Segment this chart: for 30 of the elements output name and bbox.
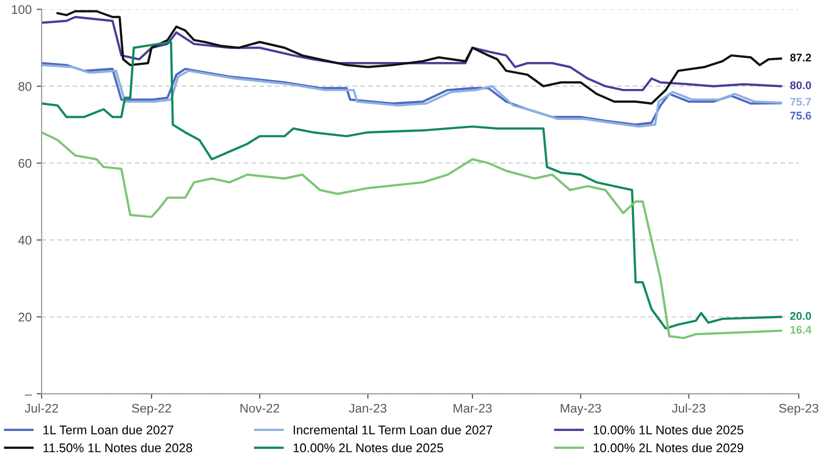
x-tick-label: Sep-22 <box>132 404 172 416</box>
y-tick-label: 60 <box>18 158 32 168</box>
x-tick-label: Nov-22 <box>240 404 280 413</box>
y-tick-label: 100 <box>12 5 32 14</box>
legend-label: Incremental 1L Term Loan due 2027 <box>294 425 492 434</box>
legend-label: 10.00% 1L Notes due 2025 <box>594 425 744 434</box>
legend-label: 10.00% 2L Notes due 2025 <box>294 443 444 452</box>
x-tick-label: Mar-23 <box>454 404 492 413</box>
data-label: 87.2 <box>790 54 812 62</box>
data-label: 20.0 <box>790 312 812 320</box>
line-series <box>42 16 782 92</box>
y-tick-label: 20 <box>18 312 32 322</box>
legend-label: 10.00% 2L Notes due 2029 <box>594 443 744 452</box>
x-tick-label: Jul-22 <box>24 403 58 413</box>
data-label: 75.7 <box>790 98 811 106</box>
y-tick-label: – <box>24 394 32 396</box>
line-series <box>42 40 782 330</box>
data-label: 75.6 <box>790 112 812 120</box>
y-tick-label: 80 <box>18 82 32 91</box>
data-label: 80.0 <box>790 81 812 90</box>
x-tick-label: Sep-23 <box>779 404 818 416</box>
x-tick-label: Jan-23 <box>348 404 386 413</box>
x-tick-label: Jul-23 <box>672 403 706 413</box>
data-label: 16.4 <box>790 326 812 334</box>
legend-label: 1L Term Loan due 2027 <box>43 425 174 434</box>
line-series <box>42 131 782 340</box>
line-series <box>56 10 782 105</box>
x-tick-label: May-23 <box>560 404 601 416</box>
legend-label: 11.50% 1L Notes due 2028 <box>43 443 192 452</box>
y-tick-label: 40 <box>18 236 32 245</box>
